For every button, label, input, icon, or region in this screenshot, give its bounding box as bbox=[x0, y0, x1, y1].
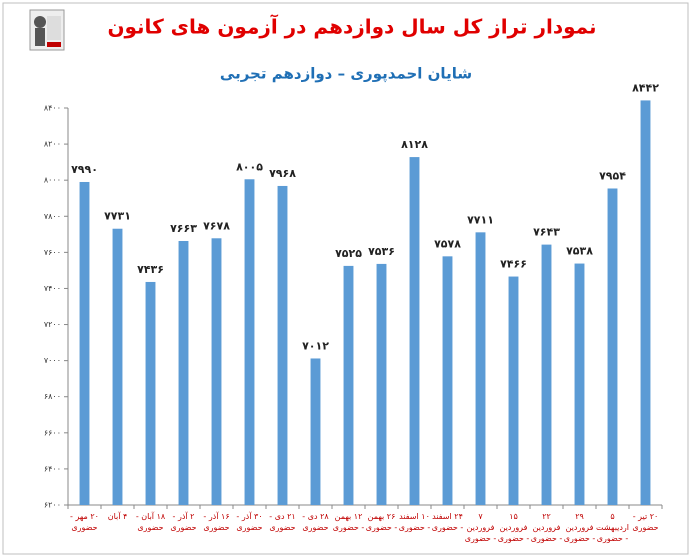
x-tick-label: ۳۰ آذر - حضوری bbox=[236, 512, 263, 532]
bar bbox=[508, 276, 519, 505]
x-tick-label-box: ۱۶ آذر - حضوری bbox=[203, 512, 230, 532]
value-label: ۷۵۲۵ bbox=[335, 247, 362, 260]
x-tick-label-box: ۲ آذر - حضوری bbox=[170, 512, 197, 532]
x-tick-label-box: ۲۰ تیر - حضوری bbox=[632, 512, 659, 532]
value-label: ۷۴۳۶ bbox=[137, 263, 164, 276]
x-tick-label: ۲۰ مهر - حضوری bbox=[70, 512, 99, 532]
y-tick-label: ۷۸۰۰ bbox=[44, 212, 61, 221]
bar bbox=[607, 188, 618, 505]
y-tick-label: ۸۴۰۰ bbox=[44, 104, 61, 113]
x-tick-label-box: ۲۴ اسفند - حضوری bbox=[431, 512, 464, 532]
value-label: ۷۹۵۴ bbox=[599, 169, 626, 182]
x-tick-label: ۱۲ بهمن - حضوری bbox=[332, 512, 365, 532]
x-tick-label-box: ۱۰ اسفند - حضوری bbox=[398, 512, 431, 532]
value-label: ۸۴۴۲ bbox=[632, 81, 659, 94]
y-tick-label: ۷۴۰۰ bbox=[44, 284, 61, 293]
value-label: ۷۹۹۰ bbox=[71, 163, 98, 176]
x-tick-label: ۲۴ اسفند - حضوری bbox=[431, 512, 464, 532]
y-tick-label: ۷۶۰۰ bbox=[44, 248, 61, 257]
y-tick-label: ۸۰۰۰ bbox=[44, 176, 61, 185]
y-tick-label: ۶۲۰۰ bbox=[44, 501, 61, 510]
chart-title: نمودار تراز کل سال دوازدهم در آزمون های … bbox=[107, 14, 596, 39]
bar bbox=[574, 263, 585, 505]
bar bbox=[640, 100, 651, 506]
x-tick-label: ۷ فروردین - حضوری bbox=[464, 512, 497, 543]
x-tick-label: ۵ اردیبهشت - حضوری bbox=[596, 512, 629, 543]
x-tick-label: ۲ آذر - حضوری bbox=[170, 512, 197, 532]
x-tick-label-box: ۲۶ بهمن - حضوری bbox=[365, 512, 398, 532]
value-label: ۷۴۶۶ bbox=[500, 258, 527, 271]
x-tick-label-box: ۲۰ مهر - حضوری bbox=[70, 512, 99, 532]
x-tick-label: ۲۶ بهمن - حضوری bbox=[365, 512, 398, 532]
value-label: ۷۶۴۳ bbox=[533, 226, 560, 239]
value-label: ۷۹۶۸ bbox=[269, 167, 296, 180]
value-label: ۷۶۶۳ bbox=[170, 222, 197, 235]
x-tick-label-box: ۲۹ فروردین - حضوری bbox=[563, 512, 596, 543]
bar bbox=[409, 157, 420, 506]
x-tick-label: ۱۸ آبان - حضوری bbox=[135, 512, 166, 532]
x-tick-label: ۲۲ فروردین - حضوری bbox=[530, 512, 563, 543]
value-label: ۷۶۷۸ bbox=[203, 219, 230, 232]
y-tick-label: ۸۲۰۰ bbox=[44, 140, 61, 149]
x-tick-label: ۲۹ فروردین - حضوری bbox=[563, 512, 596, 543]
bar bbox=[310, 358, 321, 505]
y-tick-label: ۷۰۰۰ bbox=[44, 356, 61, 365]
x-tick-label: ۴ آبان bbox=[107, 512, 128, 521]
y-tick-label: ۷۲۰۰ bbox=[44, 320, 61, 329]
bar bbox=[277, 185, 288, 505]
x-tick-label-box: ۷ فروردین - حضوری bbox=[464, 512, 497, 543]
x-tick-label-box: ۵ اردیبهشت - حضوری bbox=[596, 512, 629, 543]
bar bbox=[211, 238, 222, 505]
x-tick-label-box: ۱۸ آبان - حضوری bbox=[135, 512, 166, 532]
x-tick-label: ۱۵ فروردین - حضوری bbox=[497, 512, 530, 543]
value-label: ۷۵۳۶ bbox=[368, 245, 395, 258]
bar bbox=[475, 232, 486, 505]
x-tick-label: ۱۶ آذر - حضوری bbox=[203, 512, 230, 532]
bar bbox=[343, 265, 354, 505]
x-tick-label: ۲۱ دی - حضوری bbox=[269, 512, 296, 532]
x-tick-label-box: ۲۱ دی - حضوری bbox=[269, 512, 296, 532]
value-label: ۷۵۳۸ bbox=[566, 245, 593, 258]
x-tick-label-box: ۴ آبان bbox=[107, 512, 128, 521]
y-tick-label: ۶۴۰۰ bbox=[44, 464, 61, 473]
chart-subtitle: شایان احمدپوری – دوازدهم تجربی bbox=[220, 65, 472, 84]
bar bbox=[244, 179, 255, 505]
y-tick-label: ۶۸۰۰ bbox=[44, 392, 61, 401]
x-tick-label-box: ۱۲ بهمن - حضوری bbox=[332, 512, 365, 532]
bar bbox=[376, 263, 387, 505]
bar bbox=[145, 281, 156, 505]
value-label: ۷۷۳۱ bbox=[104, 210, 131, 223]
bar bbox=[112, 228, 123, 505]
value-label: ۷۵۷۸ bbox=[434, 237, 461, 250]
value-label: ۷۰۱۲ bbox=[302, 339, 329, 352]
x-tick-label-box: ۲۸ دی - حضوری bbox=[302, 512, 329, 532]
bar bbox=[442, 256, 453, 505]
x-tick-label-box: ۲۲ فروردین - حضوری bbox=[530, 512, 563, 543]
x-tick-label: ۲۸ دی - حضوری bbox=[302, 512, 329, 532]
logo bbox=[29, 9, 65, 51]
x-tick-label: ۱۰ اسفند - حضوری bbox=[398, 512, 431, 532]
x-tick-label-box: ۱۵ فروردین - حضوری bbox=[497, 512, 530, 543]
value-label: ۸۱۲۸ bbox=[401, 138, 428, 151]
bar bbox=[79, 181, 90, 505]
bar bbox=[541, 244, 552, 505]
x-tick-label-box: ۳۰ آذر - حضوری bbox=[236, 512, 263, 532]
value-label: ۸۰۰۵ bbox=[236, 160, 263, 173]
value-label: ۷۷۱۱ bbox=[467, 213, 494, 226]
bar bbox=[178, 240, 189, 505]
y-tick-label: ۶۶۰۰ bbox=[44, 428, 61, 437]
x-tick-label: ۲۰ تیر - حضوری bbox=[632, 512, 659, 532]
